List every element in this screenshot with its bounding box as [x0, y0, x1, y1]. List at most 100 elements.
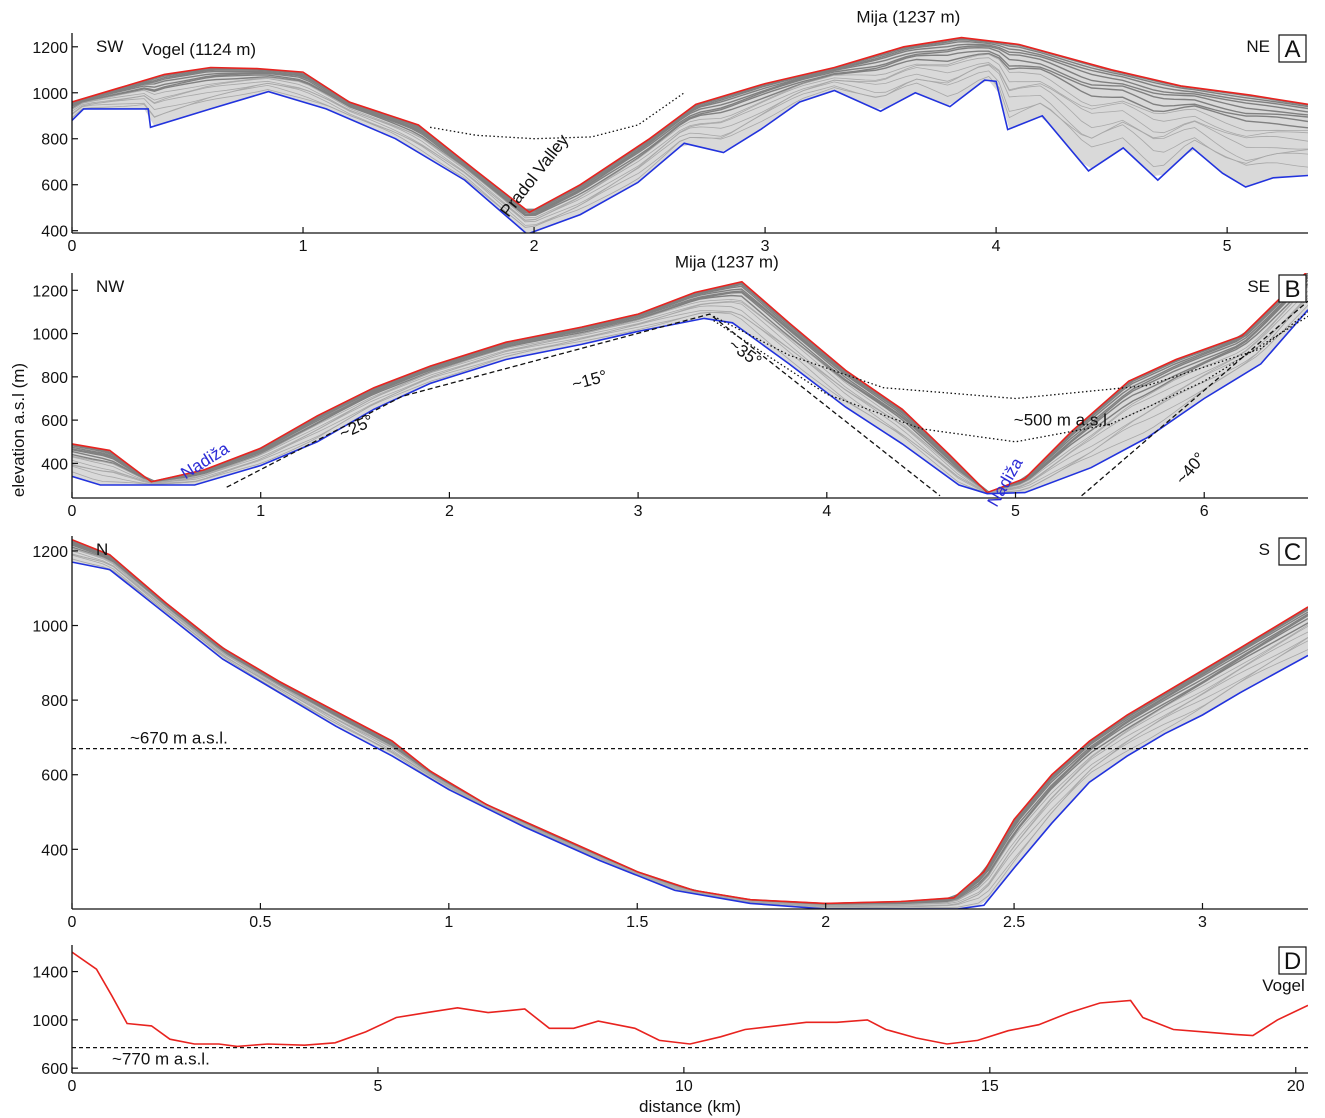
x-tick-label: 2: [821, 914, 830, 931]
annotation-vogel: Vogel: [1262, 976, 1305, 995]
swath-profile-line: [72, 284, 1308, 494]
swath-profile-line: [72, 57, 1308, 221]
direction-label-left: N: [96, 540, 108, 559]
x-tick-label: 10: [675, 1078, 693, 1095]
panel-letter: C: [1284, 539, 1301, 566]
profile-envelope-fill: [72, 273, 1308, 494]
y-tick-label: 1400: [32, 965, 68, 982]
x-tick-label: 2: [445, 503, 454, 520]
panel-letter-box: [1278, 34, 1307, 63]
x-tick-label: 2: [530, 238, 539, 255]
lower-profile-line: [72, 309, 1308, 495]
swath-profile-line: [72, 290, 1308, 494]
x-tick-label: 0: [68, 1078, 77, 1095]
dotted-reference-curve: [713, 311, 1308, 400]
y-tick-label: 1000: [32, 86, 68, 103]
swath-profile-line: [72, 50, 1308, 216]
x-tick-label: 0: [68, 914, 77, 931]
lower-profile-line: [72, 79, 1308, 233]
x-tick-label: 2.5: [1003, 914, 1025, 931]
swath-profile-line: [72, 541, 1308, 905]
x-tick-label: 0.5: [249, 914, 271, 931]
annotation-mija: Mija (1237 m): [856, 8, 960, 27]
upper-profile-line: [72, 273, 1307, 494]
plot-area: [72, 273, 1308, 497]
x-tick-label: 1: [444, 914, 453, 931]
y-tick-label: 600: [41, 768, 68, 785]
direction-label-right: SE: [1247, 277, 1270, 296]
panel-B: 0 1 2 3 4 5 6 400 600 800 1000 1200 NW SE Mija (1237 m…: [32, 253, 1308, 520]
swath-profile-line: [72, 46, 1308, 215]
swath-profile-line: [72, 76, 1308, 228]
swath-profile-line: [72, 286, 1308, 494]
annotation-a15: ~15°: [570, 366, 609, 394]
swath-profile-line: [72, 52, 1308, 217]
y-tick-label: 800: [41, 132, 68, 149]
panel-letter: A: [1284, 36, 1300, 63]
reference-level-label: ~770 m a.s.l.: [112, 1050, 210, 1069]
x-tick-label: 5: [1011, 503, 1020, 520]
y-axis-title: elevation a.s.l (m): [9, 363, 28, 497]
x-tick-label: 5: [1223, 238, 1232, 255]
swath-profile-line: [72, 542, 1308, 905]
profile-envelope-fill: [72, 38, 1308, 233]
lower-profile-line: [72, 561, 1308, 909]
dashed-reference-curve: [226, 313, 941, 497]
x-tick-label: 1.5: [626, 914, 648, 931]
y-tick-label: 1200: [32, 283, 68, 300]
annotation-elev500: ~500 m a.s.l.: [1014, 411, 1112, 430]
y-tick-label: 400: [41, 224, 68, 241]
y-tick-label: 600: [41, 1061, 68, 1078]
x-tick-label: 3: [634, 503, 643, 520]
x-tick-label: 5: [373, 1078, 382, 1095]
y-tick-label: 400: [41, 842, 68, 859]
swath-profile-line: [72, 45, 1308, 214]
panel-letter: B: [1284, 276, 1300, 303]
y-tick-label: 1000: [32, 1013, 68, 1030]
annotation-mija: Mija (1237 m): [675, 253, 779, 272]
upper-profile-line: [72, 36, 1308, 214]
x-tick-label: 1: [256, 503, 265, 520]
panel-C: ~670 m a.s.l. 0 0.5 1 1.5 2 2.5 3 400 600 800 1000 1…: [32, 536, 1308, 931]
x-tick-label: 15: [981, 1078, 999, 1095]
y-tick-label: 600: [41, 178, 68, 195]
reference-level-label: ~670 m a.s.l.: [130, 729, 228, 748]
dashed-reference-curve: [1081, 300, 1308, 497]
x-tick-label: 3: [761, 238, 770, 255]
upper-profile-line: [72, 538, 1308, 905]
swath-profile-line: [72, 304, 1308, 494]
y-tick-label: 800: [41, 370, 68, 387]
annotation-vogel: Vogel (1124 m): [142, 40, 256, 59]
x-tick-label: 0: [68, 503, 77, 520]
annotation-a40: ~40°: [1172, 449, 1209, 489]
y-tick-label: 1200: [32, 40, 68, 57]
swath-profile-line: [72, 277, 1308, 494]
x-tick-label: 4: [992, 238, 1001, 255]
y-tick-label: 1000: [32, 619, 68, 636]
y-tick-label: 600: [41, 413, 68, 430]
direction-label-right: S: [1259, 540, 1270, 559]
direction-label-left: SW: [96, 37, 123, 56]
swath-profile-line: [72, 62, 1308, 221]
direction-label-left: NW: [96, 277, 124, 296]
plot-area: [72, 951, 1308, 1048]
swath-profile-line: [72, 53, 1308, 219]
x-tick-label: 1: [299, 238, 308, 255]
plot-area: [72, 538, 1308, 909]
x-tick-label: 0: [68, 238, 77, 255]
y-tick-label: 400: [41, 456, 68, 473]
y-tick-label: 1000: [32, 327, 68, 344]
y-tick-label: 800: [41, 693, 68, 710]
plot-area: [72, 36, 1308, 233]
panel-letter-box: [1278, 537, 1307, 566]
upper-profile-line: [72, 951, 1308, 1048]
y-tick-label: 1200: [32, 544, 68, 561]
x-axis-title: distance (km): [639, 1097, 741, 1116]
x-tick-label: 4: [822, 503, 831, 520]
swath-profile-line: [72, 43, 1308, 212]
panel-letter-box: [1278, 274, 1307, 303]
swath-profile-line: [72, 283, 1308, 494]
direction-label-right: NE: [1246, 37, 1270, 56]
